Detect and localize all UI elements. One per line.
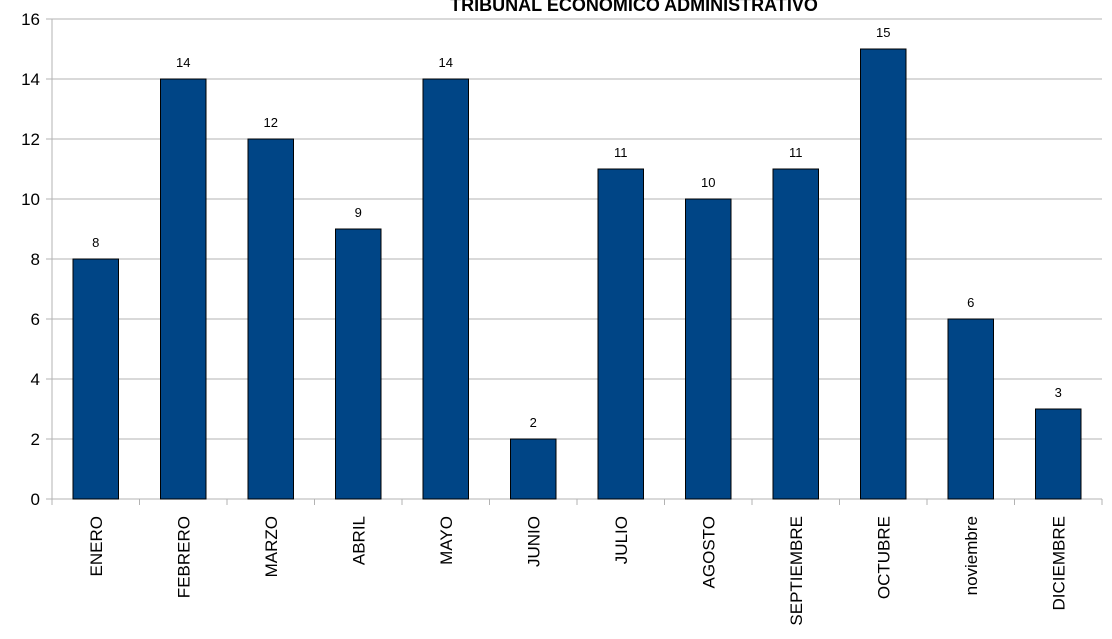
y-tick-label: 16 [21, 10, 40, 29]
category-label: DICIEMBRE [1049, 516, 1068, 610]
data-label: 8 [92, 235, 99, 250]
bar-marzo [247, 138, 294, 500]
data-label: 2 [530, 415, 537, 430]
category-label: MAYO [437, 516, 456, 565]
gridlines [52, 18, 1102, 500]
data-label: 15 [876, 25, 890, 40]
bar-noviembre [947, 318, 994, 500]
chart-title: TRIBUNAL ECONOMICO ADMINISTRATIVO [450, 0, 818, 15]
bar-enero [72, 258, 119, 500]
category-label: AGOSTO [699, 516, 718, 588]
y-tick-label: 10 [21, 190, 40, 209]
y-tick-label: 12 [21, 130, 40, 149]
bar-octubre [860, 48, 907, 500]
data-label: 14 [439, 55, 453, 70]
bar-septiembre [772, 168, 819, 500]
bar-diciembre [1035, 408, 1082, 500]
category-label: noviembre [962, 516, 981, 595]
data-labels: 8 14 12 9 14 2 11 10 11 15 6 3 [92, 25, 1062, 430]
bar-abril [335, 228, 382, 500]
category-label: FEBRERO [174, 516, 193, 598]
data-label: 10 [701, 175, 715, 190]
y-tick-label: 0 [31, 490, 40, 509]
data-label: 14 [176, 55, 190, 70]
data-label: 6 [967, 295, 974, 310]
bar-mayo [422, 78, 469, 500]
y-tick-label: 2 [31, 430, 40, 449]
category-label: ABRIL [349, 516, 368, 565]
data-label: 3 [1055, 385, 1062, 400]
bar-julio [597, 168, 644, 500]
bars [72, 48, 1082, 500]
axes [46, 18, 1103, 505]
category-label: ENERO [87, 516, 106, 576]
category-label: MARZO [262, 516, 281, 577]
data-label: 11 [614, 145, 628, 160]
bar-febrero [160, 78, 207, 500]
bar-agosto [685, 198, 732, 500]
y-tick-label: 6 [31, 310, 40, 329]
y-tick-label: 4 [31, 370, 40, 389]
data-label: 9 [355, 205, 362, 220]
y-tick-label: 14 [21, 70, 40, 89]
category-labels: ENERO FEBRERO MARZO ABRIL MAYO JUNIO JULIO AGOS… [87, 516, 1069, 626]
category-label: JUNIO [524, 516, 543, 567]
data-label: 11 [789, 145, 803, 160]
category-label: JULIO [612, 516, 631, 564]
data-label: 12 [264, 115, 278, 130]
category-label: OCTUBRE [874, 516, 893, 599]
category-label: SEPTIEMBRE [787, 516, 806, 626]
y-tick-labels: 0 2 4 6 8 10 12 14 16 [21, 10, 40, 509]
bar-junio [510, 438, 557, 500]
y-tick-label: 8 [31, 250, 40, 269]
